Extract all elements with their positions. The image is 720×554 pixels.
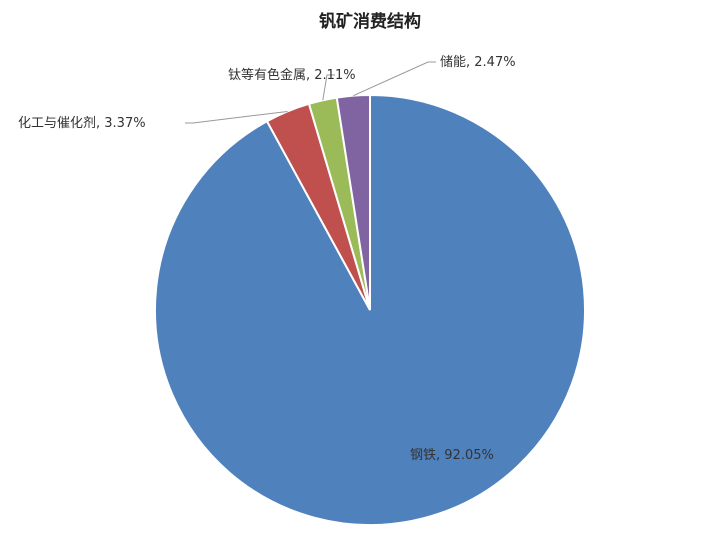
- category-name: 钢铁: [410, 448, 436, 463]
- category-name: 储能: [440, 55, 466, 70]
- category-name: 钛等有色金属: [228, 67, 306, 83]
- label-separator: ,: [306, 68, 314, 83]
- data-label: 化工与催化剂, 3.37%: [18, 116, 146, 131]
- value-label: 92.05%: [444, 448, 494, 463]
- value-label: 2.11%: [314, 68, 355, 83]
- chart-title: 钒矿消费结构: [319, 11, 421, 32]
- leader-line: [322, 74, 335, 101]
- pie-slice: [154, 93, 586, 526]
- label-separator: ,: [436, 448, 444, 463]
- data-label: 储能, 2.47%: [440, 55, 516, 70]
- value-label: 2.47%: [474, 55, 515, 70]
- label-separator: ,: [466, 55, 474, 70]
- leader-line: [353, 61, 436, 97]
- leader-line: [185, 110, 288, 124]
- value-label: 3.37%: [104, 116, 145, 131]
- category-name: 化工与催化剂: [18, 116, 96, 131]
- label-separator: ,: [96, 116, 104, 131]
- data-label: 钢铁, 92.05%: [410, 448, 494, 463]
- data-label: 钛等有色金属, 2.11%: [228, 67, 356, 83]
